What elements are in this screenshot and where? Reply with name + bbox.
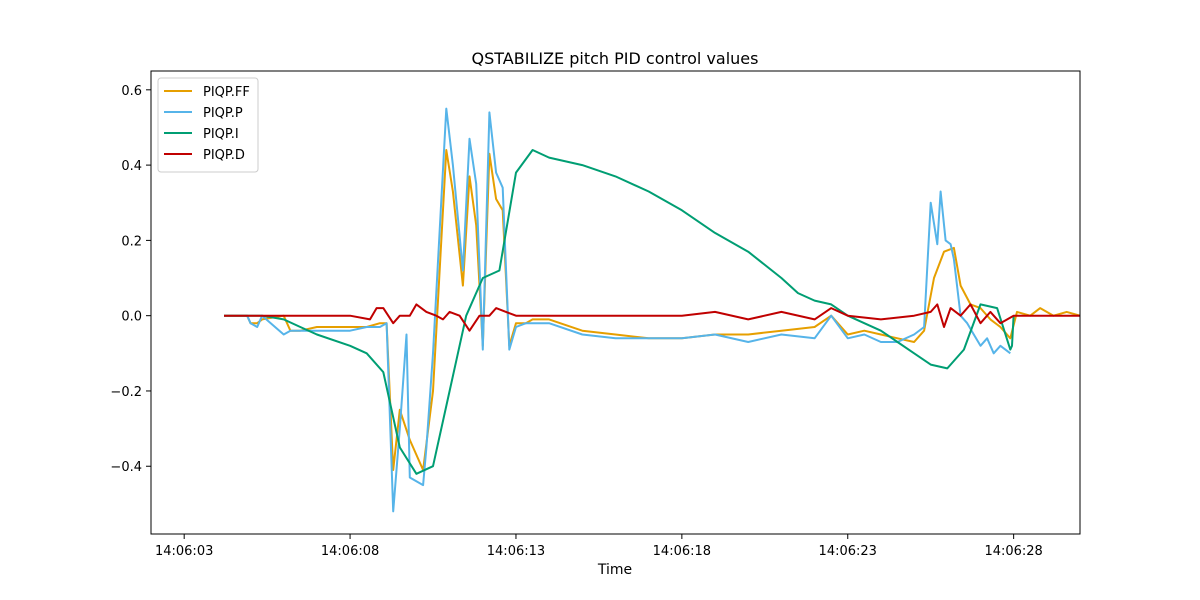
x-tick-label: 14:06:18 bbox=[653, 544, 711, 559]
y-tick-label: 0.4 bbox=[121, 159, 142, 174]
legend-label: PIQP.I bbox=[203, 127, 239, 142]
axes-frame bbox=[150, 70, 1081, 535]
x-axis-label: Time bbox=[597, 562, 632, 578]
y-tick-label: 0.2 bbox=[121, 234, 142, 249]
legend-label: PIQP.FF bbox=[203, 85, 250, 100]
series-line-piqp-ff bbox=[224, 149, 1080, 471]
x-tick-label: 14:06:13 bbox=[487, 544, 545, 559]
series-line-piqp-i bbox=[224, 149, 1015, 475]
x-tick-label: 14:06:03 bbox=[155, 544, 213, 559]
y-tick-label: −0.4 bbox=[110, 460, 142, 475]
series-line-piqp-d bbox=[224, 303, 1080, 332]
plot-area bbox=[224, 107, 1080, 513]
series-line-piqp-p bbox=[224, 107, 1011, 513]
legend-label: PIQP.P bbox=[203, 106, 243, 121]
x-tick-label: 14:06:08 bbox=[321, 544, 379, 559]
y-tick-label: 0.0 bbox=[121, 310, 142, 325]
chart-title: QSTABILIZE pitch PID control values bbox=[472, 49, 759, 68]
x-tick-label: 14:06:28 bbox=[984, 544, 1042, 559]
legend-label: PIQP.D bbox=[203, 148, 245, 163]
y-tick-label: −0.2 bbox=[110, 385, 142, 400]
y-tick-label: 0.6 bbox=[121, 84, 142, 99]
axes: 0.6 0.4 0.2 0.0 −0.2 −0.4 14:06:03 14:06:08 14:0… bbox=[110, 70, 1081, 559]
x-tick-label: 14:06:23 bbox=[819, 544, 877, 559]
legend-box bbox=[157, 77, 259, 173]
legend: PIQP.FF PIQP.P PIQP.I PIQP.D bbox=[157, 77, 259, 173]
